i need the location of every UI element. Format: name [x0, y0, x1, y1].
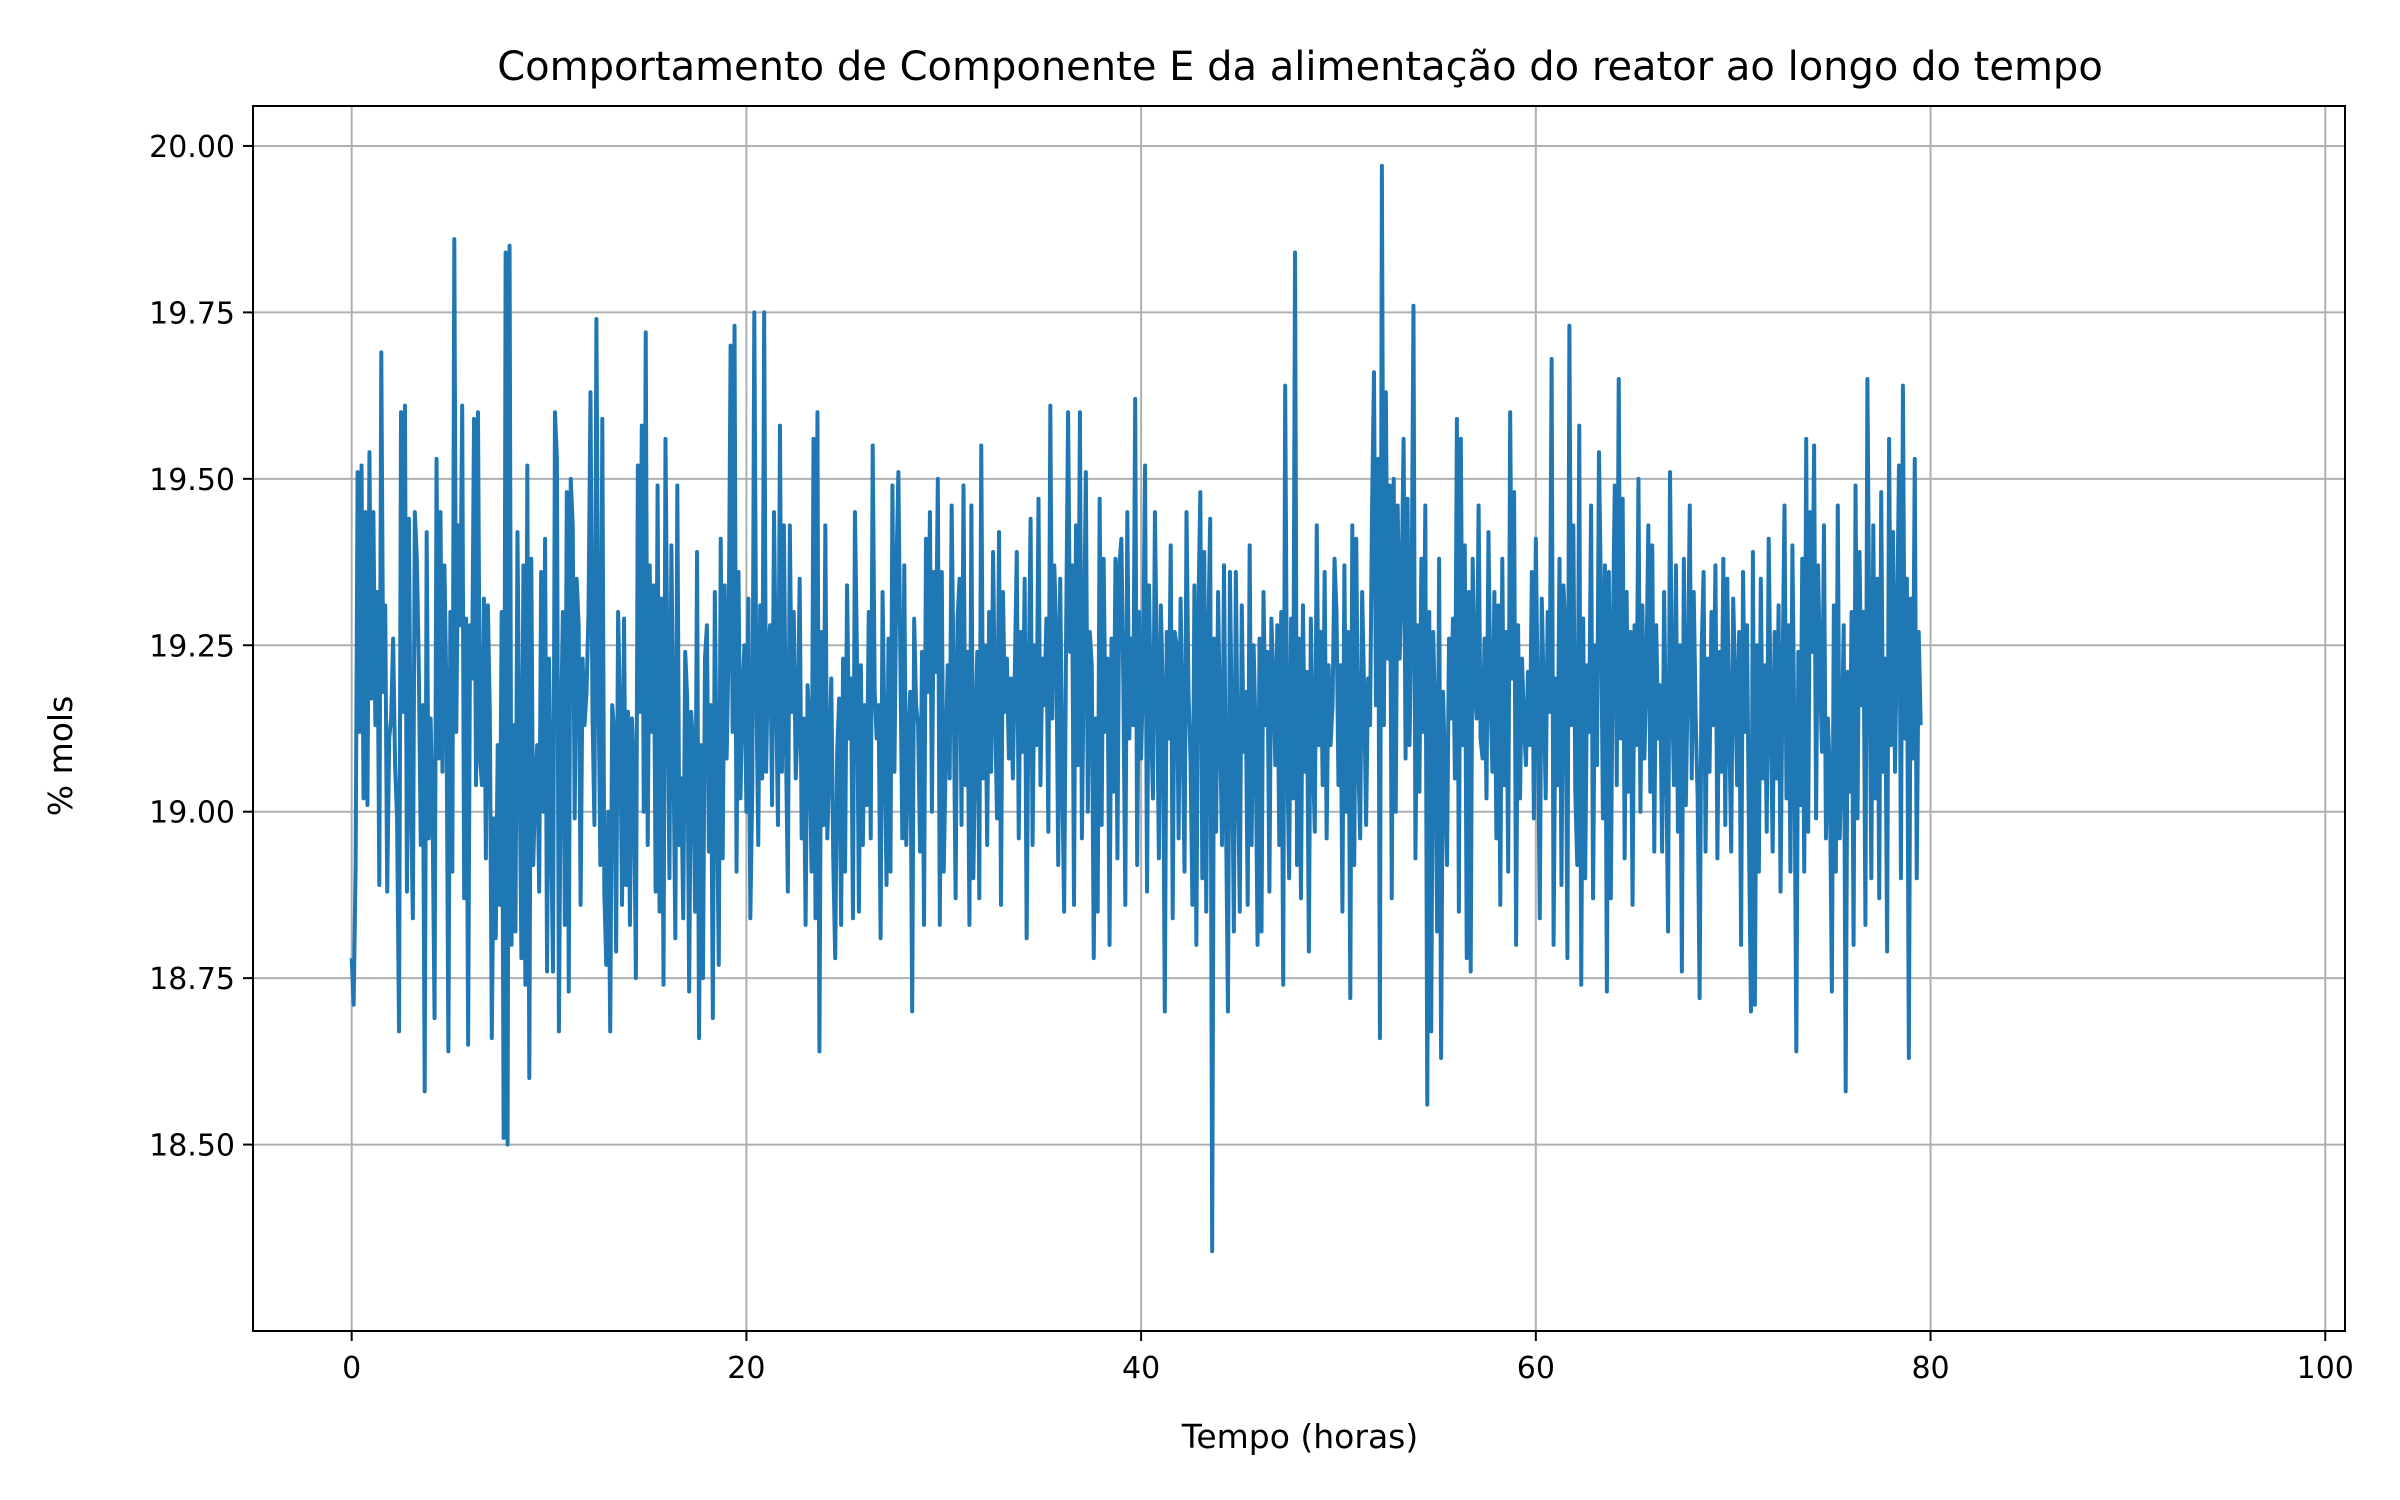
y-axis: 18.50 18.75 19.00 19.25 19.50 19.75 20.00 — [149, 130, 253, 1164]
x-tick-label: 100 — [2297, 1351, 2354, 1386]
plot-frame — [252, 105, 2346, 1332]
series-line — [349, 163, 1923, 1254]
y-tick-label: 18.50 — [149, 1129, 235, 1164]
y-tick-label: 19.75 — [149, 296, 235, 331]
x-axis: 0 20 40 60 80 100 — [342, 1331, 2354, 1386]
y-tick-label: 19.00 — [149, 796, 235, 831]
y-tick-label: 19.25 — [149, 629, 235, 664]
y-tick-label: 18.75 — [149, 962, 235, 997]
x-tick-label: 80 — [1911, 1351, 1949, 1386]
y-tick-label: 20.00 — [149, 130, 235, 165]
x-axis-label: Tempo (horas) — [1181, 1417, 1418, 1456]
x-tick-label: 0 — [342, 1351, 361, 1386]
x-tick-label: 60 — [1517, 1351, 1555, 1386]
y-axis-label: % mols — [41, 696, 80, 817]
x-tick-label: 20 — [727, 1351, 765, 1386]
x-tick-label: 40 — [1122, 1351, 1160, 1386]
y-tick-label: 19.50 — [149, 463, 235, 498]
chart-title: Comportamento de Componente E da aliment… — [497, 44, 2103, 90]
